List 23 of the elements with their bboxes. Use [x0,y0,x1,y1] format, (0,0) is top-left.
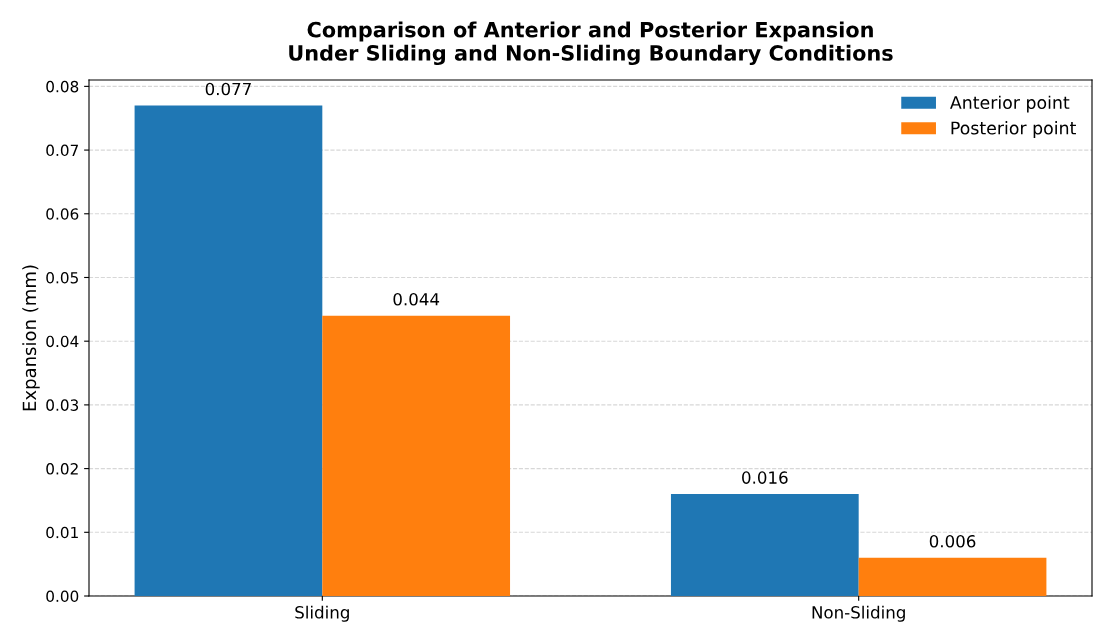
bar [322,315,511,596]
y-tick-label: 0.01 [46,526,78,539]
y-tick-label: 0.04 [46,335,79,348]
y-tick-label: 0.06 [46,208,79,220]
data-label: 0.044 [393,292,440,306]
bar [134,105,323,596]
legend-label: Posterior point [951,121,1076,138]
y-tick-label: 0.08 [46,80,79,93]
bar [670,494,859,596]
y-tick-label: 0.03 [46,399,79,411]
chart-title: Comparison of Anterior and Posterior Expansion Under Sliding and Non-Sliding Boundary Conditions [289,21,893,66]
y-tick-label: 0.05 [46,271,78,284]
x-tick-label: Sliding [295,605,349,622]
data-label: 0.016 [742,471,788,484]
data-label: 0.077 [205,82,251,96]
y-tick-label: 0.02 [46,463,78,475]
y-axis-title: Expansion (mm) [22,265,40,411]
data-label: 0.006 [929,535,976,548]
bar [858,557,1047,596]
y-tick-label: 0.07 [46,144,78,157]
y-tick-label: 0.00 [46,590,79,603]
legend-label: Anterior point [950,95,1070,113]
x-tick-label: Non-Sliding [812,605,905,622]
